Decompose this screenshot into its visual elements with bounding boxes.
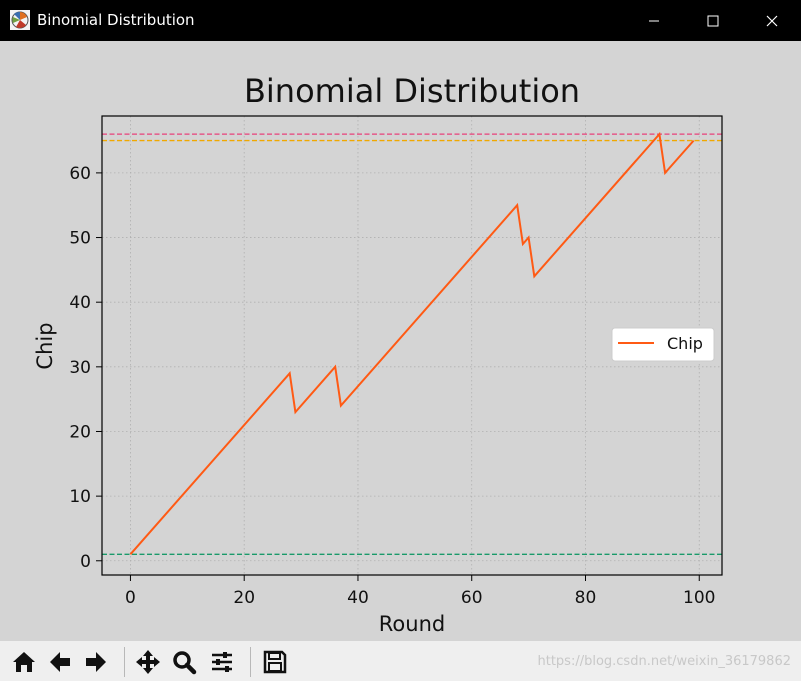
save-floppy-icon bbox=[263, 650, 287, 674]
series-layer bbox=[129, 131, 695, 555]
configure-subplots-button[interactable] bbox=[206, 646, 238, 678]
window-titlebar: Binomial Distribution bbox=[0, 0, 801, 41]
close-icon bbox=[766, 15, 778, 26]
legend-box bbox=[611, 327, 715, 362]
maximize-icon bbox=[707, 15, 719, 26]
plot-frame bbox=[101, 115, 723, 576]
close-button[interactable] bbox=[745, 0, 799, 41]
y-tick-label: 20 bbox=[69, 422, 91, 442]
reference-lines bbox=[102, 133, 722, 555]
y-tick-label: 10 bbox=[69, 487, 91, 507]
back-button[interactable] bbox=[44, 646, 76, 678]
y-axis-label: Chip bbox=[33, 322, 57, 369]
x-tick-label: 100 bbox=[683, 588, 715, 608]
zoom-magnifier-icon bbox=[173, 651, 197, 675]
figure-canvas[interactable]: Binomial Distribution 0 20 40 60 80 100 0 10 20 3… bbox=[0, 41, 801, 641]
x-tick-label: 80 bbox=[575, 588, 597, 608]
configure-subplots-icon bbox=[212, 652, 232, 672]
minimize-button[interactable] bbox=[627, 0, 681, 41]
legend-label: Chip bbox=[667, 334, 703, 353]
watermark: https://blog.csdn.net/weixin_36179862 bbox=[537, 654, 791, 669]
toolbar-separator bbox=[124, 647, 125, 677]
pan-button[interactable] bbox=[132, 646, 164, 678]
matplotlib-app-icon bbox=[10, 10, 30, 30]
back-arrow-icon bbox=[50, 652, 70, 672]
x-tick-label: 20 bbox=[233, 588, 255, 608]
x-tick-label: 60 bbox=[461, 588, 483, 608]
x-tick-label: 40 bbox=[347, 588, 369, 608]
chart: Binomial Distribution 0 20 40 60 80 100 0 10 20 3… bbox=[33, 72, 723, 636]
maximize-button[interactable] bbox=[686, 0, 740, 41]
forward-arrow-icon bbox=[86, 652, 106, 672]
pan-move-icon bbox=[136, 650, 160, 674]
minimize-icon bbox=[649, 20, 659, 21]
toolbar-separator bbox=[250, 647, 251, 677]
legend: Chip bbox=[611, 327, 715, 362]
y-tick-label: 60 bbox=[69, 164, 91, 184]
y-tick-label: 30 bbox=[69, 358, 91, 378]
home-button[interactable] bbox=[8, 646, 40, 678]
y-tick-label: 0 bbox=[80, 552, 91, 572]
save-button[interactable] bbox=[259, 646, 291, 678]
forward-button[interactable] bbox=[80, 646, 112, 678]
tick-layer: 0 20 40 60 80 100 0 10 20 30 40 50 60 bbox=[69, 164, 715, 608]
series-line-chip bbox=[129, 131, 695, 555]
zoom-button[interactable] bbox=[168, 646, 200, 678]
window-title: Binomial Distribution bbox=[37, 11, 195, 29]
x-axis-label: Round bbox=[379, 612, 445, 636]
home-icon bbox=[13, 652, 35, 672]
y-tick-label: 40 bbox=[69, 293, 91, 313]
grid-layer bbox=[102, 116, 722, 575]
x-tick-label: 0 bbox=[125, 588, 136, 608]
chart-title: Binomial Distribution bbox=[244, 72, 580, 110]
navigation-toolbar: https://blog.csdn.net/weixin_36179862 bbox=[0, 641, 801, 681]
y-tick-label: 50 bbox=[69, 229, 91, 249]
